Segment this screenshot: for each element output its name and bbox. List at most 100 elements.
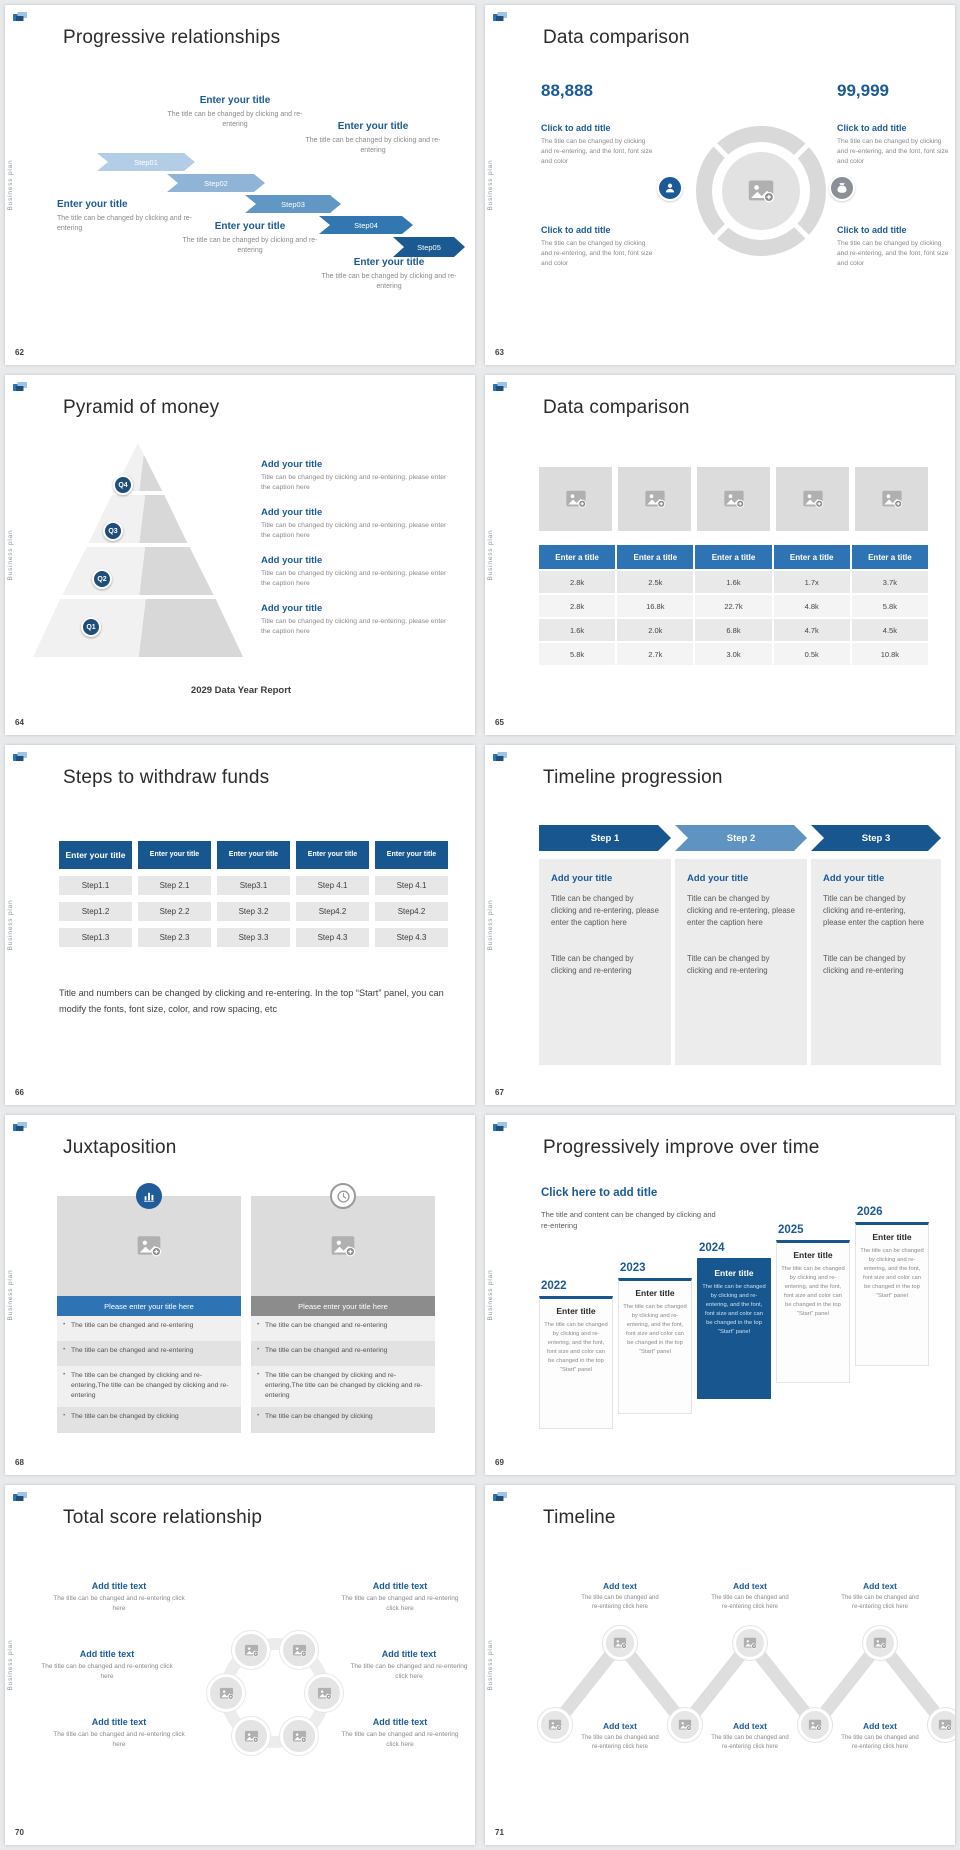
step-arrow: Step 1 <box>539 825 671 851</box>
slide-number: 64 <box>15 718 24 727</box>
text-block: Add your title Title can be changed by c… <box>261 603 451 637</box>
flower-node <box>305 1674 343 1712</box>
bullet-item: The title can be changed and re-entering <box>251 1316 435 1341</box>
image-placeholder <box>722 152 800 230</box>
milestone-box-highlight: Enter title The title can be changed by … <box>697 1258 771 1399</box>
item-title: Click to add title <box>541 123 611 133</box>
image-placeholder <box>618 467 691 531</box>
item-title: Add title text <box>372 1717 428 1727</box>
slide-title: Data comparison <box>543 27 690 48</box>
item-desc: The title can be changed and re-entering… <box>581 1595 659 1610</box>
brand-logo-icon <box>13 752 27 763</box>
step-chevron-label: Step01 <box>134 157 158 167</box>
item-title: Click to add title <box>837 123 907 133</box>
flower-node <box>232 1631 270 1669</box>
item-desc: The title can be changed and re-entering… <box>350 1663 468 1680</box>
slide-65[interactable]: Business plan 65 Data comparison Enter a… <box>485 375 955 735</box>
table-cell: 22.7k <box>695 595 772 617</box>
text-block: Add text The title can be changed and re… <box>708 1581 792 1612</box>
step-chevron: Step03 <box>245 195 341 213</box>
slide-64[interactable]: Business plan 64 Pyramid of money Q4 Q3 … <box>5 375 475 735</box>
item-desc: The title can be changed by clicking and… <box>860 1248 924 1299</box>
image-placeholder-icon <box>244 1729 259 1744</box>
milestone-box: Enter title The title can be changed by … <box>855 1222 929 1366</box>
table-header-cell: Enter a title <box>539 545 616 569</box>
milestone-column: 2023 Enter title The title can be change… <box>618 1262 692 1414</box>
item-title: Add your title <box>261 555 323 566</box>
report-caption: 2029 Data Year Report <box>190 685 292 696</box>
milestone-column: 2024 Enter title The title can be change… <box>697 1242 771 1399</box>
brand-logo-icon <box>13 382 27 393</box>
pyramid-tier <box>88 495 188 543</box>
item-desc: Title can be changed by clicking and re-… <box>261 618 447 636</box>
step-cell: Step4.2 <box>296 902 369 921</box>
timeline-node <box>538 1708 572 1742</box>
item-title: Enter title <box>872 1232 912 1242</box>
table-cell: 10.8k <box>851 643 928 665</box>
image-placeholder-icon <box>565 488 587 510</box>
step-chevron-label: Step02 <box>204 178 228 188</box>
milestone-column: 2022 Enter title The title can be change… <box>539 1280 613 1429</box>
slide-63[interactable]: Business plan 63 Data comparison 88,888 … <box>485 5 955 365</box>
item-desc: Title can be changed by clicking and re-… <box>261 570 447 588</box>
table-header-cell: Enter a title <box>851 545 928 569</box>
item-desc: The title can be changed by clicking and… <box>837 240 949 267</box>
year-label: 2024 <box>699 1242 725 1254</box>
item-title: Add text <box>603 1581 637 1591</box>
step-column: Enter your title Step 2.1 Step 2.2 Step … <box>138 841 211 947</box>
image-placeholder-icon <box>136 1233 162 1259</box>
slide-70[interactable]: Business plan 70 Total score relationshi… <box>5 1485 475 1845</box>
table-cell: 4.5k <box>851 619 928 641</box>
slide-68[interactable]: Business plan 68 Juxtaposition Please en… <box>5 1115 475 1475</box>
year-label: 2025 <box>778 1224 804 1236</box>
bullet-item: The title can be changed by clicking and… <box>251 1366 435 1407</box>
image-placeholder <box>251 1196 435 1296</box>
slide-71[interactable]: Business plan 71 Timeline Add text The t… <box>485 1485 955 1845</box>
step-cell: Step1.1 <box>59 876 132 895</box>
pyramid-level-badge: Q4 <box>113 475 133 495</box>
section-subtitle-desc: The title and content can be changed by … <box>541 1210 716 1231</box>
slide-number: 67 <box>495 1088 504 1097</box>
vertical-brand-text: Business plan <box>487 1269 494 1321</box>
step-column: Enter your title Step 4.1 Step4.2 Step 4… <box>296 841 369 947</box>
customer-badge <box>657 175 683 201</box>
image-placeholder-icon <box>548 1718 562 1732</box>
image-placeholder-icon <box>219 1686 234 1701</box>
brand-logo-icon <box>493 382 507 393</box>
text-block: Enter your title The title can be change… <box>155 95 315 130</box>
text-block: Add text The title can be changed and re… <box>838 1581 922 1612</box>
text-block: Add text The title can be changed and re… <box>578 1721 662 1752</box>
item-title: Add text <box>863 1721 897 1731</box>
slide-62[interactable]: Business plan 62 Progressive relationshi… <box>5 5 475 365</box>
slide-69[interactable]: Business plan 69 Progressively improve o… <box>485 1115 955 1475</box>
table-cell: 2.5k <box>617 571 694 593</box>
item-title: Add title text <box>91 1717 147 1727</box>
slide-number: 66 <box>15 1088 24 1097</box>
step-cell: Step 2.1 <box>138 876 211 895</box>
money-bag-icon <box>835 181 849 195</box>
brand-logo-icon <box>493 752 507 763</box>
item-title: Enter your title <box>337 121 409 132</box>
milestone-box: Enter title The title can be changed by … <box>776 1240 850 1383</box>
item-title: Enter your title <box>57 199 128 210</box>
image-placeholder <box>57 1196 241 1296</box>
item-title: Enter your title <box>199 95 271 106</box>
image-placeholder-icon <box>613 1636 627 1650</box>
image-placeholder-icon <box>881 488 903 510</box>
slide-67[interactable]: Business plan 67 Timeline progression St… <box>485 745 955 1105</box>
text-block: Add title text The title can be changed … <box>37 1649 177 1682</box>
item-desc: The title can be changed and re-entering… <box>41 1663 173 1680</box>
slide-66[interactable]: Business plan 66 Steps to withdraw funds… <box>5 745 475 1105</box>
customer-icon <box>663 181 677 195</box>
image-placeholder-icon <box>808 1718 822 1732</box>
milestone-box: Enter title The title can be changed by … <box>618 1278 692 1414</box>
chart-badge <box>136 1183 162 1209</box>
step-cell: Step 4.3 <box>296 928 369 947</box>
table-header-cell: Enter a title <box>773 545 850 569</box>
item-title: Add title text <box>79 1649 135 1659</box>
timeline-node <box>798 1708 832 1742</box>
text-block: Add text The title can be changed and re… <box>708 1721 792 1752</box>
pyramid-level-badge: Q2 <box>92 569 112 589</box>
image-placeholder-icon <box>244 1643 259 1658</box>
pyramid-level-badge: Q3 <box>103 521 123 541</box>
